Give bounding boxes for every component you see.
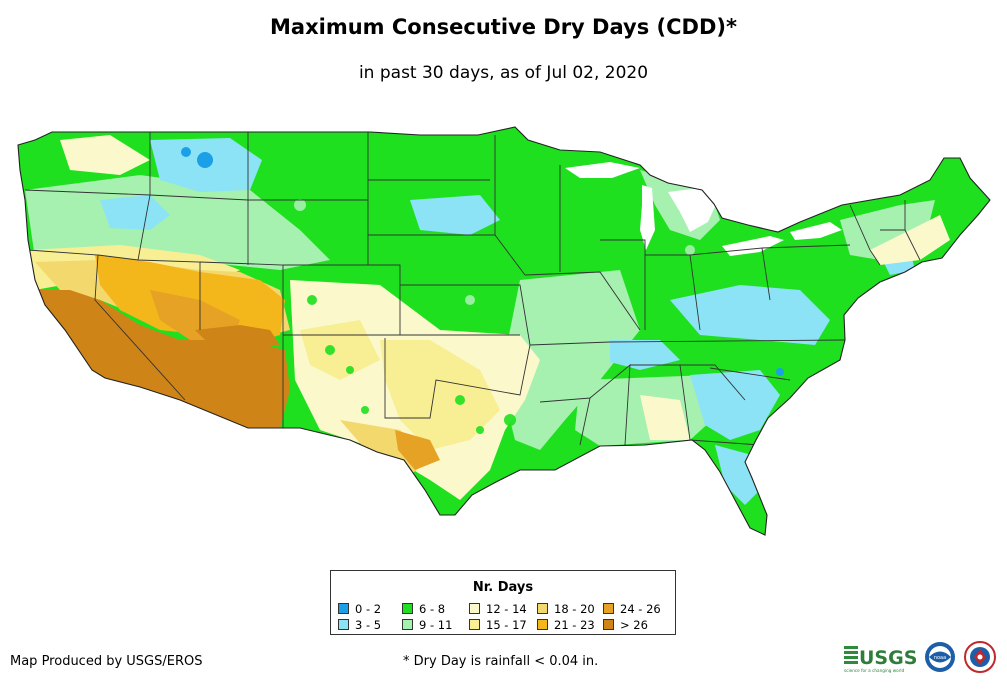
nws-logo	[964, 641, 996, 673]
usgs-logo: USGS science for a changing world	[844, 646, 917, 673]
legend-swatch	[603, 619, 614, 630]
footnote-text: * Dry Day is rainfall < 0.04 in.	[403, 654, 599, 669]
legend: Nr. Days 0 - 2 3 - 5 6 - 8 9 - 11 12 - 14 15 …	[330, 570, 676, 635]
legend-title: Nr. Days	[472, 580, 534, 595]
legend-label: 0 - 2	[355, 602, 382, 616]
legend-swatch	[603, 603, 614, 614]
noaa-logo: noaa	[925, 642, 955, 672]
legend-swatch	[469, 603, 480, 614]
legend-item: 9 - 11	[402, 618, 453, 632]
legend-swatch	[537, 603, 548, 614]
state-boundaries	[24, 132, 921, 446]
legend-label: 24 - 26	[620, 602, 661, 616]
us-outline	[17, 126, 991, 536]
legend-item: 18 - 20	[537, 602, 595, 616]
legend-swatch	[338, 603, 349, 614]
legend-item: 12 - 14	[469, 602, 527, 616]
legend-item: 0 - 2	[338, 602, 382, 616]
legend-label: 18 - 20	[554, 602, 595, 616]
legend-label: 9 - 11	[419, 618, 453, 632]
legend-label: 6 - 8	[419, 602, 446, 616]
credit-text: Map Produced by USGS/EROS	[10, 654, 203, 669]
legend-item: 6 - 8	[402, 602, 446, 616]
agency-logos: USGS science for a changing world noaa	[844, 641, 996, 673]
legend-label: 12 - 14	[486, 602, 527, 616]
legend-item: 21 - 23	[537, 618, 595, 632]
legend-item: 3 - 5	[338, 618, 382, 632]
legend-item: 15 - 17	[469, 618, 527, 632]
map-title: Maximum Consecutive Dry Days (CDD)*	[270, 15, 737, 39]
legend-swatch	[402, 619, 413, 630]
map-subtitle: in past 30 days, as of Jul 02, 2020	[358, 63, 649, 83]
dryness-field	[18, 127, 990, 535]
legend-label: 3 - 5	[355, 618, 382, 632]
legend-label: 21 - 23	[554, 618, 595, 632]
legend-swatch	[469, 619, 480, 630]
great-lakes	[565, 162, 842, 256]
usgs-text: USGS	[859, 647, 917, 669]
legend-swatch	[537, 619, 548, 630]
noaa-text: noaa	[934, 655, 946, 661]
legend-label: > 26	[620, 618, 648, 632]
legend-item: > 26	[603, 618, 648, 632]
legend-item: 24 - 26	[603, 602, 661, 616]
legend-swatch	[338, 619, 349, 630]
legend-label: 15 - 17	[486, 618, 527, 632]
usgs-tagline: science for a changing world	[844, 668, 905, 673]
legend-swatch	[402, 603, 413, 614]
